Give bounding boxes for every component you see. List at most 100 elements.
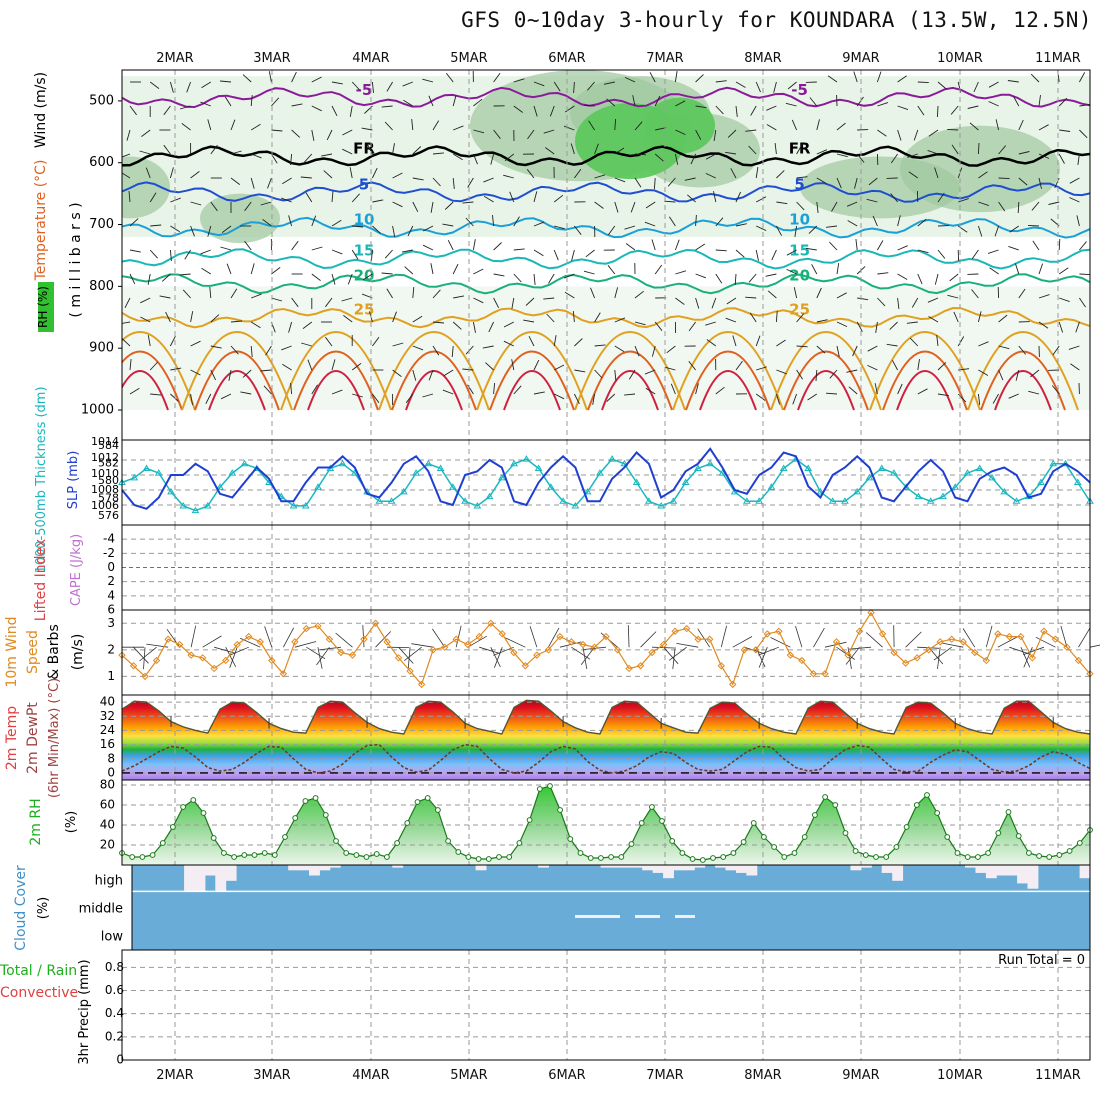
wind-barb [553,364,565,371]
wind-barb [311,384,318,395]
wind-barb [796,201,805,211]
wind-barb [713,129,717,141]
isotherm-label: 10 [354,211,375,229]
wind-speed-point [579,640,587,649]
wind-barb [412,177,424,181]
wind-barb [1032,240,1040,251]
wind-barb [513,216,520,227]
rh-point [536,786,543,792]
wind-speed-point [786,651,795,659]
wind-barb [848,386,858,395]
wind-barb [715,249,727,252]
wind-barb [583,104,595,107]
rh-patch [122,156,170,219]
wind-barb [453,125,464,131]
wind-barb [301,342,312,347]
y-tick-label: 32 [100,709,115,723]
wind-speed-point [994,630,1002,638]
wind-barb [947,294,959,299]
wind-barb [381,272,393,275]
high-cloud-clear [288,865,300,871]
wind-barb [847,220,858,227]
wind-barb [934,273,939,285]
surface-heat-contour [869,331,981,411]
cloud-unit: (%) [36,897,51,920]
thickness-point [583,487,592,495]
thickness-point [228,469,237,476]
thickness-point [657,501,666,509]
thickness-point [1061,459,1070,467]
wind-barb-10m [467,635,487,648]
wind-barb [874,383,878,395]
temp-color-bands [122,700,1090,780]
wind-barb-10m [1023,646,1045,656]
cape-axis-title: CAPE (J/kg) [69,534,84,606]
wind-barb [493,297,500,309]
wind-barb [403,99,414,107]
isotherm-label: 15 [354,242,375,260]
wind-barb [775,393,781,405]
rh-point [353,852,360,858]
wind-barb [349,105,353,117]
high-cloud-clear [673,865,685,871]
wind-speed-point [337,648,345,657]
high-cloud-clear [600,865,612,868]
wind-10m-panel: 1 2 3 10m Wind Speed & Barbs (m/s) [4,608,1100,696]
wind-barb-10m [640,631,657,648]
wind-barb [973,81,979,93]
y-tick-label: 576 [98,509,119,522]
rh-point [1005,809,1012,815]
wind-barb [452,177,455,189]
wind-barb [422,244,434,251]
thickness-point [203,501,212,509]
bottom-day-label: 9MAR [842,1068,879,1083]
wind-barb [786,249,797,256]
wind-speed-point [1063,643,1071,651]
wind-barb [917,359,920,371]
rh-legend-swatch [38,282,54,332]
wind-barb [366,143,373,155]
wind-barb [300,176,312,179]
thickness-point [1073,478,1082,485]
wind-barb [852,345,858,357]
high-cloud-clear [715,865,726,868]
bottom-day-label: 11MAR [1035,1068,1081,1083]
wind-barb-10m [240,637,261,648]
wind-barb [927,297,939,303]
thickness-point [841,497,849,504]
high-cloud-clear [298,865,310,871]
wind-barb [574,168,582,179]
wind-barb [402,81,413,87]
wind-barb [594,344,606,347]
surface-heat-contour [181,331,293,411]
wind-barb [1069,177,1080,184]
isotherm-15 [122,248,1090,270]
rh-point [689,856,696,862]
wind-barb [937,192,945,203]
wind-barb [745,129,757,132]
wind-barb [563,125,575,131]
wind-barb [230,288,238,299]
surface-heat-contour [378,331,490,411]
wind-barb [122,153,131,158]
high-cloud-clear [204,865,216,876]
high-cloud-clear [892,865,904,881]
wind-barb [877,240,884,251]
wind-barb [452,153,463,161]
wind-barb [342,148,353,155]
wind-speed-point [1028,654,1037,662]
wind-barb [412,345,424,351]
wind-barb [503,174,514,179]
surface-heat-contour [672,331,784,411]
wind-barb-10m [479,646,501,654]
wind-speed-point [187,651,195,659]
wind-barb [1008,393,1019,399]
wind-barb [169,335,176,347]
rh-point [801,834,808,840]
upper-air-panel: -5-5FRFR551010151520202525 5006007008009… [33,69,1091,441]
wind-barb [1038,177,1042,189]
wind-barb-10m [375,631,392,648]
wind-barb [855,239,858,251]
temp-line [121,699,1091,735]
wind-speed-point [602,632,610,641]
